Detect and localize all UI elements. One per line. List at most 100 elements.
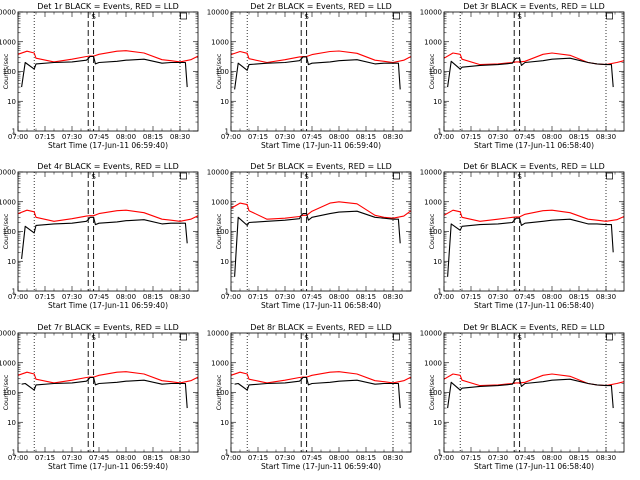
plot-frame — [230, 171, 412, 292]
x-tick-label: 07:45 — [89, 133, 109, 141]
x-tick-label: 07:15 — [35, 133, 55, 141]
start-marker-label: S — [517, 334, 522, 342]
x-tick-label: 08:15 — [569, 454, 589, 462]
series-line-events — [234, 56, 401, 90]
y-tick-label: 10 — [7, 98, 16, 106]
x-tick-label: 08:00 — [542, 293, 562, 301]
x-tick-label: 08:00 — [116, 293, 136, 301]
x-axis-label: Start Time (17-Jun-11 06:59:40) — [48, 141, 168, 150]
panel-8: Det 8r BLACK = Events, RED = LLD Counts/s… — [207, 323, 412, 471]
y-tick-label: 10 — [220, 258, 229, 266]
y-axis-label: Counts/sec — [2, 374, 10, 410]
x-axis-label: Start Time (17-Jun-11 06:59:40) — [261, 462, 381, 471]
y-tick-label: 1000 — [0, 38, 16, 46]
plot-frame — [17, 332, 199, 453]
x-tick-label: 07:00 — [8, 133, 28, 141]
x-axis-label: Start Time (17-Jun-11 06:58:40) — [261, 301, 381, 310]
x-tick-label: 07:45 — [302, 293, 322, 301]
y-tick-label: 1000 — [424, 198, 442, 206]
panel-title: Det 8r BLACK = Events, RED = LLD — [250, 323, 392, 332]
x-axis-label: Start Time (17-Jun-11 06:58:40) — [474, 301, 594, 310]
x-tick-label: 07:30 — [488, 454, 508, 462]
series-line-lld — [230, 201, 412, 220]
x-tick-label: 08:15 — [143, 293, 163, 301]
start-marker-label: S — [304, 13, 309, 21]
x-tick-label: 07:15 — [461, 133, 481, 141]
x-tick-label: 08:30 — [383, 454, 403, 462]
y-tick-label: 1 — [438, 449, 442, 457]
x-tick-label: 07:00 — [434, 293, 454, 301]
series-line-lld — [230, 50, 412, 64]
y-tick-label: 100 — [216, 228, 229, 236]
y-axis-label: Counts/sec — [215, 213, 223, 249]
y-tick-label: 10000 — [420, 330, 442, 338]
y-axis-label: Counts/sec — [428, 374, 436, 410]
x-tick-label: 08:15 — [569, 293, 589, 301]
y-tick-label: 1000 — [211, 38, 229, 46]
y-tick-label: 10000 — [0, 330, 16, 338]
panel-2: Det 2r BLACK = Events, RED = LLD Counts/s… — [207, 2, 412, 150]
x-tick-label: 08:30 — [170, 454, 190, 462]
y-tick-label: 1 — [12, 449, 16, 457]
y-tick-label: 10000 — [0, 169, 16, 177]
x-tick-label: 07:30 — [62, 133, 82, 141]
x-tick-label: 08:00 — [116, 454, 136, 462]
x-tick-label: 08:15 — [143, 454, 163, 462]
y-tick-label: 1000 — [424, 359, 442, 367]
x-tick-label: 07:15 — [461, 454, 481, 462]
y-tick-label: 1 — [225, 449, 229, 457]
y-tick-label: 100 — [429, 228, 442, 236]
x-tick-label: 07:30 — [488, 293, 508, 301]
end-marker-box — [180, 333, 187, 341]
x-tick-label: 08:00 — [542, 133, 562, 141]
panel-3: Det 3r BLACK = Events, RED = LLD Counts/s… — [420, 2, 625, 150]
y-tick-label: 1000 — [0, 359, 16, 367]
x-tick-label: 07:00 — [434, 133, 454, 141]
x-tick-label: 08:30 — [383, 133, 403, 141]
y-tick-label: 10 — [220, 419, 229, 427]
plot-frame — [230, 332, 412, 453]
y-tick-label: 10000 — [207, 9, 229, 17]
series-line-events — [234, 376, 401, 409]
x-axis-label: Start Time (17-Jun-11 06:59:40) — [48, 462, 168, 471]
x-tick-label: 08:15 — [143, 133, 163, 141]
panel-title: Det 5r BLACK = Events, RED = LLD — [250, 162, 392, 171]
panel-title: Det 3r BLACK = Events, RED = LLD — [463, 2, 605, 11]
panel-title: Det 1r BLACK = Events, RED = LLD — [37, 2, 179, 11]
series-line-events — [21, 376, 188, 409]
end-marker-box — [393, 333, 400, 341]
y-axis-label: Counts/sec — [215, 53, 223, 89]
x-tick-label: 07:30 — [275, 293, 295, 301]
x-tick-label: 08:00 — [329, 133, 349, 141]
x-tick-label: 08:15 — [569, 133, 589, 141]
plot-frame — [443, 11, 625, 132]
y-tick-label: 10 — [220, 98, 229, 106]
y-tick-label: 1 — [438, 128, 442, 136]
panel-4: Det 4r BLACK = Events, RED = LLD Counts/s… — [0, 162, 199, 310]
y-tick-label: 10000 — [420, 9, 442, 17]
y-tick-label: 100 — [216, 389, 229, 397]
series-line-events — [21, 55, 188, 88]
x-tick-label: 08:15 — [356, 133, 376, 141]
plot-frame — [443, 171, 625, 292]
x-tick-label: 08:30 — [170, 293, 190, 301]
series-line-lld — [443, 209, 625, 222]
y-tick-label: 1000 — [211, 359, 229, 367]
y-axis-label: Counts/sec — [428, 53, 436, 89]
x-tick-label: 07:15 — [35, 454, 55, 462]
x-axis-label: Start Time (17-Jun-11 06:58:40) — [474, 462, 594, 471]
x-tick-label: 08:30 — [596, 133, 616, 141]
x-tick-label: 07:15 — [35, 293, 55, 301]
y-tick-label: 10 — [433, 98, 442, 106]
x-tick-label: 07:45 — [89, 293, 109, 301]
end-marker-box — [180, 12, 187, 20]
y-tick-label: 100 — [429, 389, 442, 397]
x-tick-label: 08:30 — [596, 293, 616, 301]
y-tick-label: 1000 — [0, 198, 16, 206]
y-tick-label: 10 — [433, 258, 442, 266]
end-marker-box — [180, 172, 187, 180]
y-tick-label: 1 — [438, 288, 442, 296]
x-tick-label: 08:00 — [329, 454, 349, 462]
x-axis-label: Start Time (17-Jun-11 06:58:40) — [474, 141, 594, 150]
series-line-lld — [17, 50, 199, 63]
